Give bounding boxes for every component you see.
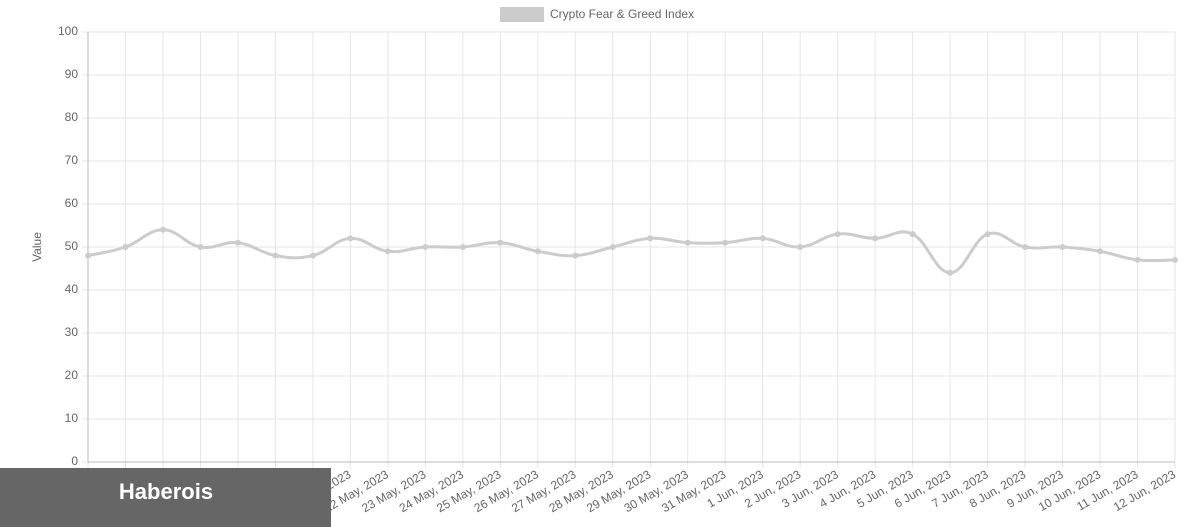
y-tick-label: 100 [58, 24, 78, 38]
banner-text: Haberois [119, 479, 213, 504]
data-point [947, 269, 954, 276]
data-point [759, 235, 766, 242]
series-line [87, 228, 1176, 275]
y-tick-label: 10 [65, 411, 79, 425]
data-point [1134, 256, 1141, 263]
y-tick-label: 50 [65, 239, 79, 253]
data-point [234, 239, 241, 246]
data-point [272, 252, 279, 259]
data-point [534, 248, 541, 255]
data-point [1022, 244, 1029, 250]
data-point [609, 244, 616, 250]
y-tick-label: 80 [65, 110, 79, 124]
data-point [684, 239, 691, 246]
legend-swatch [500, 7, 544, 22]
data-point [197, 244, 204, 250]
data-point [797, 244, 804, 250]
y-tick-label: 90 [65, 67, 79, 81]
data-point [1059, 244, 1066, 250]
data-point [572, 252, 579, 259]
data-point [422, 244, 429, 250]
data-point [647, 235, 654, 242]
y-tick-label: 60 [65, 196, 79, 210]
y-tick-label: 0 [71, 454, 78, 468]
data-point [309, 252, 316, 259]
data-point [122, 244, 129, 250]
y-tick-label: 40 [65, 282, 79, 296]
data-point [834, 231, 841, 238]
y-tick-label: 20 [65, 368, 79, 382]
data-point [984, 231, 991, 238]
banner-box [0, 468, 331, 527]
data-point [722, 239, 729, 246]
y-axis-title: Value [30, 232, 44, 262]
data-point [459, 244, 466, 250]
legend-label: Crypto Fear & Greed Index [550, 7, 694, 21]
data-point [347, 235, 354, 242]
data-point [1172, 256, 1178, 263]
data-point [384, 248, 391, 255]
data-point [497, 239, 504, 246]
data-point [872, 235, 879, 242]
y-tick-label: 30 [65, 325, 79, 339]
data-point [159, 226, 166, 233]
data-point [909, 231, 916, 238]
data-point [85, 252, 91, 259]
data-point [1097, 248, 1104, 255]
y-tick-label: 70 [65, 153, 79, 167]
